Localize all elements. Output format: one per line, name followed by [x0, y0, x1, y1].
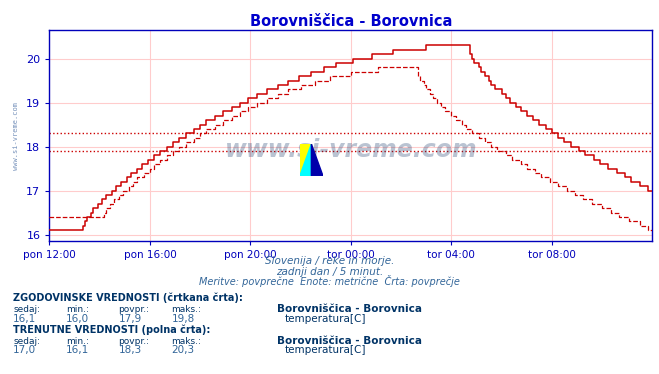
Text: 17,0: 17,0 — [13, 346, 36, 355]
Text: povpr.:: povpr.: — [119, 305, 150, 314]
Polygon shape — [312, 144, 323, 176]
Text: min.:: min.: — [66, 337, 89, 346]
Text: zadnji dan / 5 minut.: zadnji dan / 5 minut. — [276, 267, 383, 277]
Text: www.si-vreme.com: www.si-vreme.com — [225, 138, 477, 162]
Text: 18,3: 18,3 — [119, 346, 142, 355]
Text: www.si-vreme.com: www.si-vreme.com — [13, 102, 19, 169]
Text: Borovniščica - Borovnica: Borovniščica - Borovnica — [277, 304, 422, 314]
Text: Meritve: povprečne  Enote: metrične  Črta: povprečje: Meritve: povprečne Enote: metrične Črta:… — [199, 275, 460, 287]
Text: Borovniščica - Borovnica: Borovniščica - Borovnica — [277, 336, 422, 346]
Text: 20,3: 20,3 — [171, 346, 194, 355]
Text: sedaj:: sedaj: — [13, 337, 40, 346]
Polygon shape — [300, 144, 312, 176]
Text: 17,9: 17,9 — [119, 314, 142, 324]
Text: min.:: min.: — [66, 305, 89, 314]
Text: sedaj:: sedaj: — [13, 305, 40, 314]
Text: temperatura[C]: temperatura[C] — [285, 346, 366, 355]
Text: maks.:: maks.: — [171, 305, 201, 314]
Text: Slovenija / reke in morje.: Slovenija / reke in morje. — [265, 256, 394, 266]
Bar — [300, 144, 312, 176]
Text: povpr.:: povpr.: — [119, 337, 150, 346]
Text: 19,8: 19,8 — [171, 314, 194, 324]
Text: 16,1: 16,1 — [13, 314, 36, 324]
Text: 16,0: 16,0 — [66, 314, 89, 324]
Text: ZGODOVINSKE VREDNOSTI (črtkana črta):: ZGODOVINSKE VREDNOSTI (črtkana črta): — [13, 292, 243, 303]
Text: TRENUTNE VREDNOSTI (polna črta):: TRENUTNE VREDNOSTI (polna črta): — [13, 324, 211, 335]
Text: 16,1: 16,1 — [66, 346, 89, 355]
Text: maks.:: maks.: — [171, 337, 201, 346]
Title: Borovniščica - Borovnica: Borovniščica - Borovnica — [250, 14, 452, 29]
Text: temperatura[C]: temperatura[C] — [285, 314, 366, 324]
